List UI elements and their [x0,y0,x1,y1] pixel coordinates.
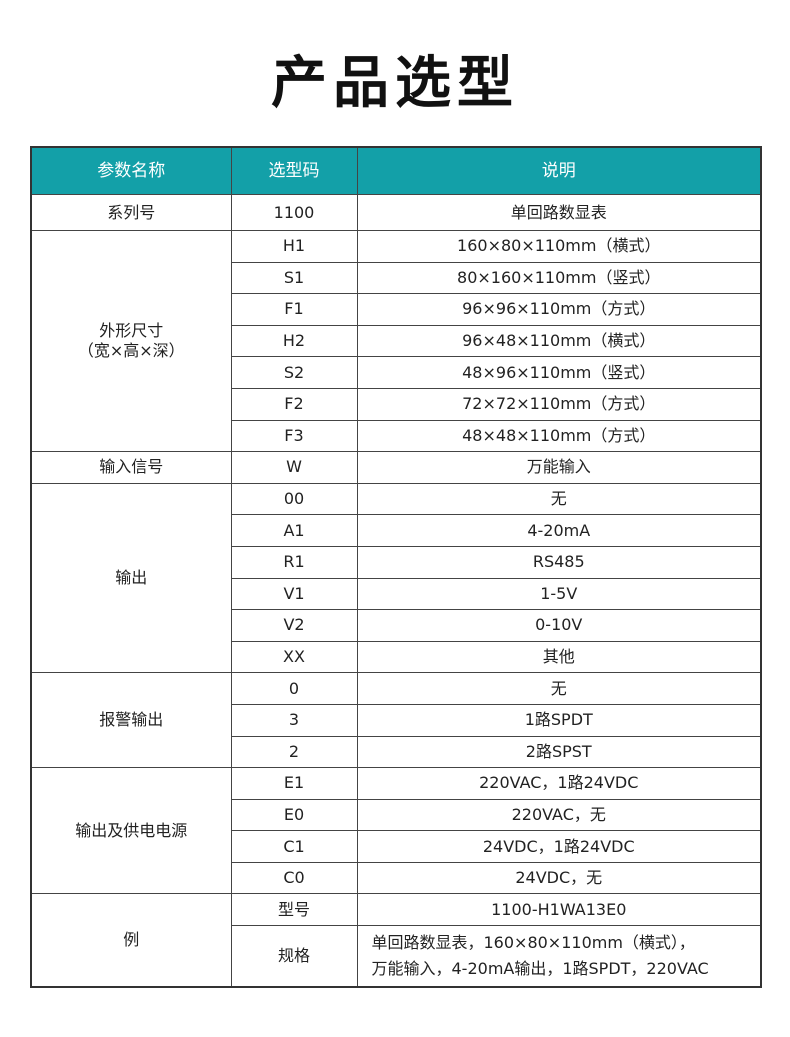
table-row: V2 0-10V [31,609,762,642]
table-row: H2 96×48×110mm（横式） [31,324,762,358]
table-row: S2 48×96×110mm（竖式） [31,356,762,389]
desc-cell: 220VAC，无 [356,798,762,832]
code-cell: R1 [230,545,358,579]
code-cell: V2 [230,609,358,642]
desc-cell: 48×96×110mm（竖式） [356,356,762,389]
code-cell: F3 [230,419,358,453]
table-row: 输出及供电电源 E1 220VAC，1路24VDC [30,767,762,895]
desc-cell: 4-20mA [356,514,762,547]
code-cell: S1 [230,261,358,295]
desc-cell: 1100-H1WA13E0 [356,893,762,927]
page-title: 产品选型 [271,51,519,116]
table-row: 报警输出 0 无 [30,672,762,769]
table-row: 规格 单回路数显表，160×80×110mm（横式）， 万能输入，4-20mA输出… [31,925,762,988]
selection-table: 参数名称 选型码 说明 系列号 1100 单回路数显表 外形尺寸 （宽×高×深） … [30,146,762,989]
code-cell: V1 [230,577,358,611]
param-cell: 例 [30,893,232,988]
table-row: R1 RS485 [31,545,762,579]
table-row: 输出 00 无 [30,482,762,674]
desc-cell: 220VAC，1路24VDC [356,767,762,800]
code-cell: A1 [230,514,358,547]
desc-cell: 160×80×110mm（横式） [356,230,762,263]
table-row: 3 1路SPDT [31,703,762,737]
table-row: 系列号 1100 单回路数显表 [30,194,762,231]
code-cell: E1 [230,767,358,800]
desc-cell: 48×48×110mm（方式） [356,419,762,453]
table-row: S1 80×160×110mm（竖式） [31,261,762,295]
table-row: 输入信号 W 万能输入 [30,451,762,484]
desc-cell: 单回路数显表，160×80×110mm（横式）， 万能输入，4-20mA输出，1路… [356,925,762,988]
desc-cell: 1-5V [356,577,762,611]
param-cell: 外形尺寸 （宽×高×深） [30,229,232,453]
desc-cell: 24VDC，1路24VDC [356,830,762,863]
header-code: 选型码 [230,146,358,195]
param-cell: 输出 [30,482,232,674]
code-cell: C0 [230,861,358,895]
param-line: 外形尺寸 [99,321,164,341]
desc-cell: 单回路数显表 [356,194,762,231]
param-line: （宽×高×深） [77,341,185,361]
param-cell: 系列号 [30,194,232,231]
code-cell: H2 [230,324,358,358]
desc-cell: 0-10V [356,609,762,642]
code-cell: 3 [230,703,358,737]
table-row: A1 4-20mA [31,514,762,547]
spec-line: 万能输入，4-20mA输出，1路SPDT，220VAC [371,959,709,979]
code-cell: E0 [230,798,358,832]
code-cell: F2 [230,387,358,421]
code-cell: 1100 [230,194,358,231]
desc-cell: 24VDC，无 [356,861,762,895]
code-cell: H1 [230,230,358,263]
desc-cell: 80×160×110mm（竖式） [356,261,762,295]
desc-cell: 无 [356,672,762,705]
param-cell: 报警输出 [30,672,232,769]
code-cell: 2 [230,735,358,769]
desc-cell: RS485 [356,545,762,579]
table-row: E0 220VAC，无 [31,798,762,832]
code-cell: XX [230,640,358,674]
table-row: F3 48×48×110mm（方式） [31,419,762,453]
desc-cell: 1路SPDT [356,703,762,737]
desc-cell: 2路SPST [356,735,762,769]
code-cell: F1 [230,293,358,326]
desc-cell: 万能输入 [356,451,762,484]
spec-line: 单回路数显表，160×80×110mm（横式）， [371,933,695,953]
code-cell: 00 [230,482,358,516]
code-cell: 规格 [230,925,358,988]
code-cell: 0 [230,672,358,705]
code-cell: 型号 [230,893,358,927]
table-row: F2 72×72×110mm（方式） [31,387,762,421]
desc-cell: 无 [356,482,762,516]
code-cell: S2 [230,356,358,389]
desc-cell: 其他 [356,640,762,674]
table-header: 参数名称 选型码 说明 [30,146,762,195]
desc-cell: 72×72×110mm（方式） [356,387,762,421]
table-row: F1 96×96×110mm（方式） [31,293,762,326]
desc-cell: 96×48×110mm（横式） [356,324,762,358]
header-desc: 说明 [356,146,762,195]
param-cell: 输入信号 [30,451,232,484]
table-row: 外形尺寸 （宽×高×深） H1 160×80×110mm（横式） [30,229,762,453]
table-row: 例 型号 1100-H1WA13E0 [30,893,762,988]
code-cell: C1 [230,830,358,863]
param-cell: 输出及供电电源 [30,767,232,895]
code-cell: W [230,451,358,484]
desc-cell: 96×96×110mm（方式） [356,293,762,326]
table-row: C1 24VDC，1路24VDC [31,830,762,863]
header-param: 参数名称 [30,146,232,195]
